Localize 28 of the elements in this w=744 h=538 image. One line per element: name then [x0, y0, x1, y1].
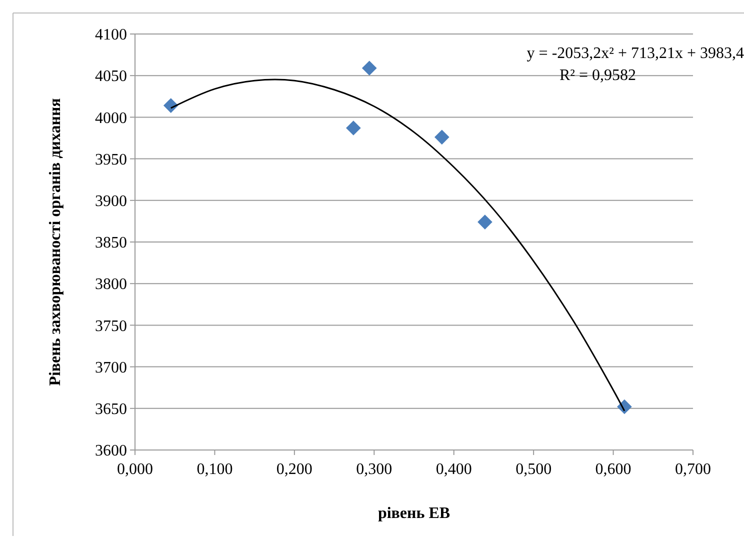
annotation: y = -2053,2x² + 713,21x + 3983,4 [526, 45, 744, 62]
y-tick-label: 3650 [95, 401, 127, 418]
point [362, 60, 377, 76]
point [478, 214, 492, 230]
y-tick-label: 3750 [95, 318, 127, 335]
y-tick-label: 4050 [95, 68, 127, 86]
y-tick-label: 3950 [95, 151, 127, 168]
y-tick-label: 3900 [95, 193, 127, 210]
x-tick-label: 0,400 [436, 461, 472, 478]
x-tick-label: 0,500 [516, 461, 552, 478]
point [434, 130, 450, 145]
point [346, 120, 361, 136]
y-tick-label: 3800 [95, 276, 127, 294]
x-tick-label: 0,600 [595, 461, 632, 478]
x-tick-label: 0,700 [675, 461, 711, 478]
point [163, 98, 178, 113]
x-tick-label: 0,000 [117, 461, 153, 478]
x-tick-label: 0,100 [196, 461, 233, 478]
y-tick-label: 4100 [95, 26, 127, 44]
x-tick-label: 0,300 [356, 461, 392, 478]
x-tick-label: 0,200 [276, 461, 312, 478]
y-tick-label: 3850 [95, 234, 127, 252]
x-axis-title: рівень ЕВ [378, 505, 450, 522]
annotation: R² = 0,9582 [560, 67, 636, 84]
y-tick-label: 4000 [95, 110, 127, 127]
y-tick-label: 3700 [95, 359, 127, 376]
y-axis-title: Рівень захворюваності органів дихання [47, 98, 64, 386]
y-tick-label: 3600 [95, 442, 127, 460]
